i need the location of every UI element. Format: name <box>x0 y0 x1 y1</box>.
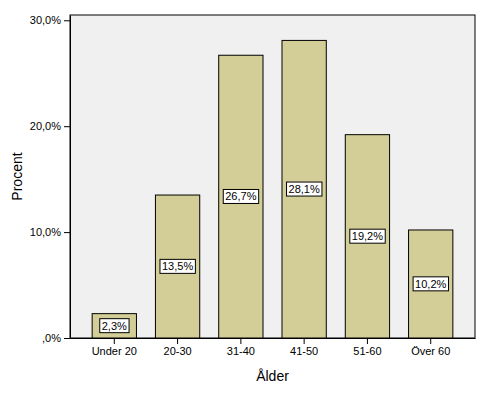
data-label: 28,1% <box>289 183 320 195</box>
bar <box>282 40 326 338</box>
bar <box>345 135 389 338</box>
y-tick-mark <box>64 338 70 339</box>
x-tick: 41-50 <box>290 338 318 357</box>
x-axis-title: Ålder <box>256 368 289 384</box>
data-label: 10,2% <box>415 278 446 290</box>
x-tick-label: 41-50 <box>290 345 318 357</box>
data-label-box <box>413 277 448 291</box>
bars <box>92 40 453 338</box>
y-tick-mark <box>64 20 70 21</box>
x-tick-mark <box>304 338 305 344</box>
x-tick: Över 60 <box>411 338 450 357</box>
bar <box>219 55 263 338</box>
bar <box>92 314 136 338</box>
y-axis: ,0% 10,0% 20,0% 30,0% <box>30 14 71 344</box>
data-label: 13,5% <box>162 260 193 272</box>
y-axis-title: Procent <box>9 152 25 200</box>
x-tick: 31-40 <box>227 338 255 357</box>
y-tick-label: 20,0% <box>30 120 61 132</box>
x-tick-mark <box>240 338 241 344</box>
bar <box>155 195 199 338</box>
x-tick: 51-60 <box>353 338 381 357</box>
x-tick-mark <box>430 338 431 344</box>
y-tick: 20,0% <box>30 120 70 132</box>
y-tick-label: ,0% <box>42 332 61 344</box>
y-tick: 10,0% <box>30 226 70 238</box>
y-tick-mark <box>64 232 70 233</box>
data-label-box <box>160 259 195 273</box>
data-label: 26,7% <box>225 190 256 202</box>
y-tick-label: 30,0% <box>30 14 61 26</box>
data-label: 2,3% <box>102 320 127 332</box>
plot: ,0% 10,0% 20,0% 30,0% Under 20 20-30 31-40 41-5… <box>30 14 476 356</box>
y-tick: 30,0% <box>30 14 70 26</box>
data-label-box <box>223 189 258 203</box>
x-tick: Under 20 <box>92 338 137 357</box>
bar <box>409 230 453 338</box>
x-tick-mark <box>114 338 115 344</box>
data-label-box <box>287 182 322 196</box>
x-tick-label: 51-60 <box>353 345 381 357</box>
x-tick-mark <box>367 338 368 344</box>
y-tick-mark <box>64 126 70 127</box>
chart: ,0% 10,0% 20,0% 30,0% Under 20 20-30 31-40 41-5… <box>0 0 489 395</box>
data-labels: 2,3% 13,5% 26,7% 28,1% 19,2% 10,2% <box>100 182 449 333</box>
plot-frame <box>70 15 475 338</box>
data-label: 19,2% <box>352 230 383 242</box>
y-tick-label: 10,0% <box>30 226 61 238</box>
y-axis-line <box>70 16 71 339</box>
x-axis: Under 20 20-30 31-40 41-50 51-60 Över 60 <box>71 338 476 357</box>
data-label-box <box>350 229 385 243</box>
x-tick-label: Under 20 <box>92 345 137 357</box>
x-tick-mark <box>177 338 178 344</box>
data-label-box <box>100 319 129 333</box>
x-tick-label: 31-40 <box>227 345 255 357</box>
x-tick: 20-30 <box>164 338 192 357</box>
x-axis-line <box>71 338 476 339</box>
y-tick: ,0% <box>42 332 70 344</box>
x-tick-label: Över 60 <box>411 345 450 357</box>
x-tick-label: 20-30 <box>164 345 192 357</box>
